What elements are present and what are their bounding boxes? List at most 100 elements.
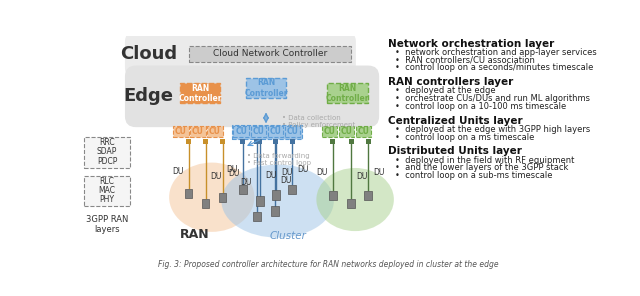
Text: PDCP: PDCP: [97, 157, 117, 165]
Bar: [84, 137, 131, 168]
Text: • Data collection
• Policy enforcement: • Data collection • Policy enforcement: [282, 115, 355, 128]
Text: DU: DU: [226, 165, 237, 174]
Bar: [272, 190, 280, 200]
Bar: [190, 126, 205, 137]
Text: MAC: MAC: [99, 186, 116, 195]
Ellipse shape: [221, 165, 334, 238]
Ellipse shape: [316, 168, 394, 231]
Bar: [257, 139, 262, 144]
Bar: [202, 199, 209, 208]
Bar: [234, 126, 249, 137]
Text: CU: CU: [252, 127, 264, 136]
Bar: [289, 185, 296, 194]
Bar: [207, 126, 223, 137]
Text: Edge: Edge: [123, 87, 173, 105]
Text: RAN controllers layer: RAN controllers layer: [388, 77, 514, 87]
Text: RRC: RRC: [99, 138, 115, 147]
Bar: [186, 139, 191, 144]
Text: •  RAN controllers/CU association: • RAN controllers/CU association: [395, 56, 534, 65]
Text: •  deployed in the field with RF equipment: • deployed in the field with RF equipmen…: [395, 156, 574, 165]
Bar: [339, 126, 355, 137]
Text: CU: CU: [236, 127, 247, 136]
Text: RAN
Controller: RAN Controller: [244, 78, 288, 98]
Bar: [180, 83, 220, 103]
Text: DU: DU: [228, 169, 239, 178]
Bar: [254, 139, 259, 144]
Text: Centralized Units layer: Centralized Units layer: [388, 116, 523, 126]
Text: RAN
Controller: RAN Controller: [179, 83, 222, 103]
Text: Fig. 3: Proposed controller architecture for RAN networks deployed in cluster at: Fig. 3: Proposed controller architecture…: [157, 260, 499, 268]
Bar: [348, 199, 355, 208]
Text: CU: CU: [358, 127, 369, 136]
Bar: [204, 139, 208, 144]
Bar: [84, 176, 131, 207]
Bar: [253, 212, 260, 221]
Text: CU: CU: [269, 127, 281, 136]
Bar: [220, 139, 225, 144]
Bar: [327, 83, 367, 103]
Text: •  network orchestration and app-layer services: • network orchestration and app-layer se…: [395, 48, 596, 57]
Bar: [273, 139, 278, 144]
Text: CU: CU: [287, 127, 298, 136]
Text: • Data forwarding
• Fast control loop: • Data forwarding • Fast control loop: [246, 152, 310, 165]
Bar: [184, 189, 193, 198]
Bar: [366, 139, 371, 144]
Text: CU: CU: [175, 127, 187, 136]
Bar: [232, 125, 301, 139]
Bar: [189, 46, 351, 62]
Text: CU: CU: [192, 127, 204, 136]
Text: •  control loop on a seconds/minutes timescale: • control loop on a seconds/minutes time…: [395, 63, 593, 72]
FancyBboxPatch shape: [125, 31, 356, 79]
Text: DU: DU: [280, 176, 292, 185]
Text: DU: DU: [374, 168, 385, 177]
Text: Cluster: Cluster: [269, 231, 306, 241]
Text: DU: DU: [211, 172, 222, 181]
Text: Distributed Units layer: Distributed Units layer: [388, 147, 522, 156]
Text: •  deployed at the edge: • deployed at the edge: [395, 86, 495, 95]
Text: Cloud: Cloud: [120, 45, 177, 63]
FancyBboxPatch shape: [125, 65, 379, 127]
Bar: [246, 78, 286, 98]
Text: PHY: PHY: [100, 195, 115, 204]
Text: 3GPP RAN
layers: 3GPP RAN layers: [86, 215, 128, 234]
Bar: [268, 126, 283, 137]
Bar: [274, 139, 278, 144]
Text: •  and the lower layers of the 3GPP stack: • and the lower layers of the 3GPP stack: [395, 163, 568, 172]
Text: RAN: RAN: [180, 228, 209, 241]
Bar: [241, 139, 245, 144]
Ellipse shape: [169, 163, 254, 232]
Text: DU: DU: [172, 167, 183, 176]
Bar: [356, 126, 371, 137]
Bar: [219, 193, 227, 202]
Text: Cloud Network Controller: Cloud Network Controller: [212, 49, 327, 59]
Text: RLC: RLC: [100, 176, 115, 186]
Bar: [250, 126, 266, 137]
Text: DU: DU: [316, 168, 328, 177]
Bar: [290, 139, 294, 144]
Text: DU: DU: [356, 172, 368, 181]
Text: RAN
Controller: RAN Controller: [326, 83, 369, 103]
Text: •  control loop on a sub-ms timescale: • control loop on a sub-ms timescale: [395, 171, 552, 180]
Bar: [285, 126, 300, 137]
Text: CU: CU: [209, 127, 221, 136]
Text: CU: CU: [324, 127, 335, 136]
Text: •  deployed at the edge with 3GPP high layers: • deployed at the edge with 3GPP high la…: [395, 125, 590, 134]
Text: DU: DU: [266, 171, 277, 180]
Bar: [271, 206, 279, 216]
Bar: [239, 185, 246, 194]
Bar: [364, 191, 372, 200]
Bar: [330, 139, 335, 144]
Text: •  control loop on a 10-100 ms timescale: • control loop on a 10-100 ms timescale: [395, 102, 566, 111]
Bar: [322, 126, 337, 137]
Bar: [173, 126, 189, 137]
Text: •  control loop on a ms timescale: • control loop on a ms timescale: [395, 133, 534, 141]
Text: •  orchestrate CUs/DUs and run ML algorithms: • orchestrate CUs/DUs and run ML algorit…: [395, 94, 589, 103]
Text: Network orchestration layer: Network orchestration layer: [388, 38, 555, 49]
Text: DU: DU: [298, 165, 309, 174]
Bar: [256, 197, 264, 206]
Text: SDAP: SDAP: [97, 147, 117, 156]
Text: CU: CU: [340, 127, 353, 136]
Bar: [349, 139, 353, 144]
Text: DU: DU: [281, 168, 292, 177]
Bar: [329, 191, 337, 200]
